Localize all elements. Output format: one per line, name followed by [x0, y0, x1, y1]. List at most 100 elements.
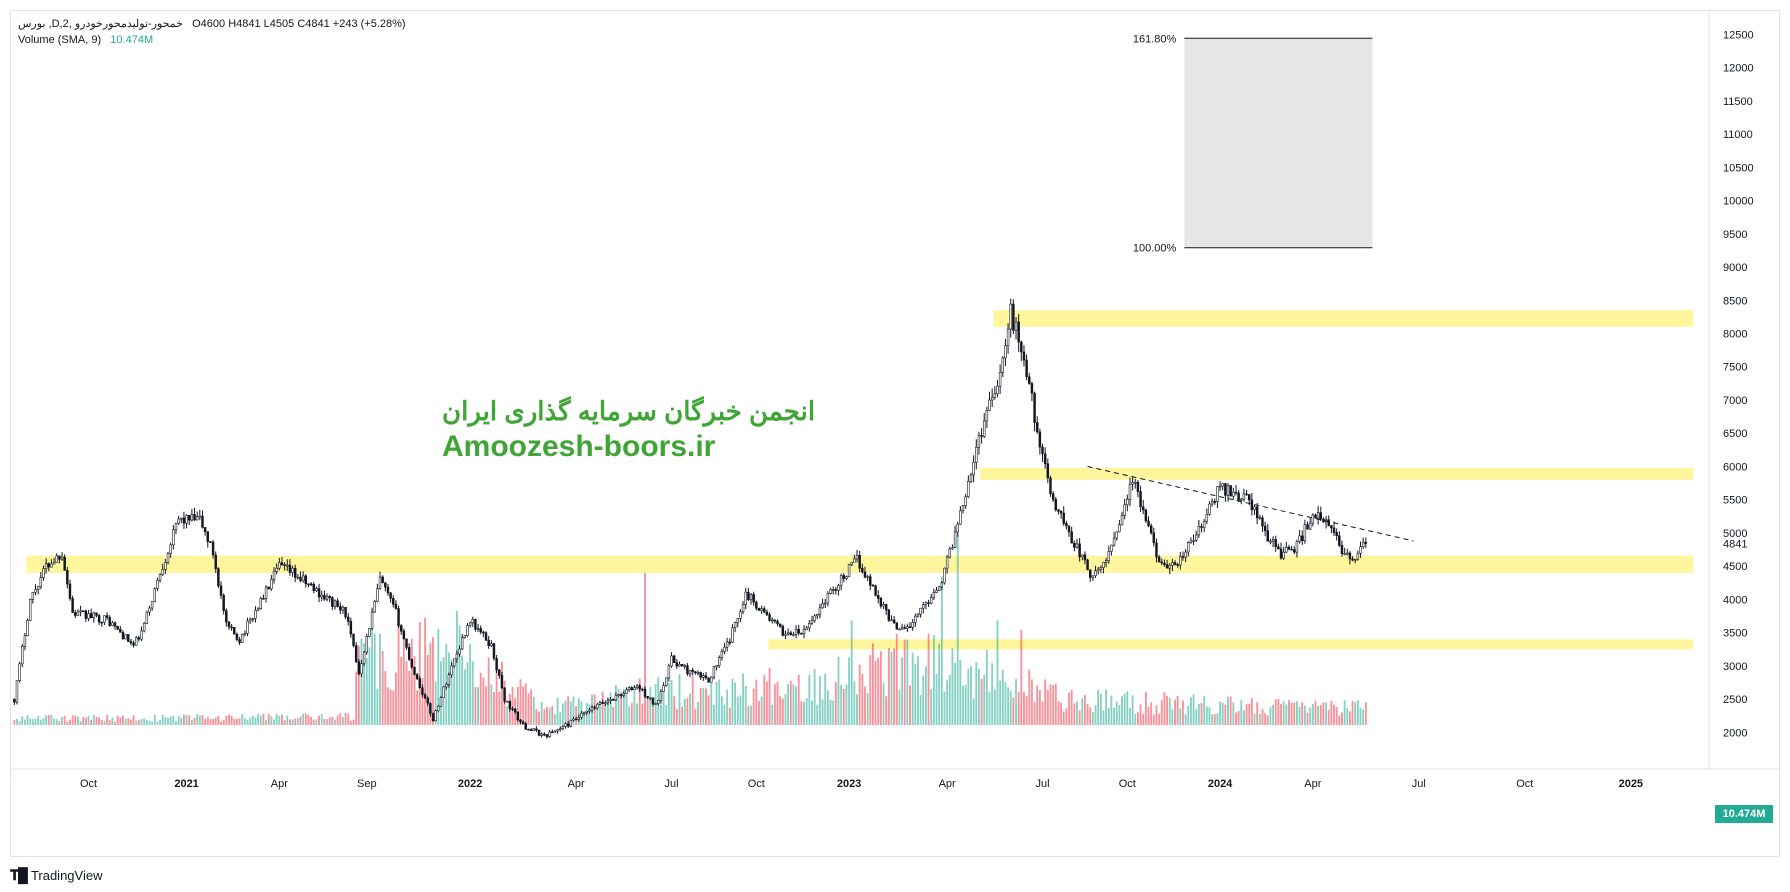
candle-body: [667, 665, 671, 679]
support-resistance-zone: [993, 310, 1694, 327]
candle-body: [1216, 486, 1219, 502]
last-price-label: 4841: [1723, 539, 1747, 551]
volume-bar: [1274, 699, 1277, 725]
candle-body: [23, 635, 27, 647]
tradingview-logo[interactable]: 𝐓█ TradingView: [10, 867, 102, 884]
candle-body: [1237, 492, 1240, 501]
candle-body: [630, 687, 634, 690]
volume-bar: [119, 717, 122, 725]
volume-bar: [1253, 713, 1256, 725]
candle-body: [346, 616, 350, 622]
candle-body: [1088, 569, 1092, 578]
volume-bar: [1348, 711, 1351, 725]
candle-body: [1356, 552, 1360, 560]
candle-body: [209, 541, 212, 543]
candle-body: [36, 586, 40, 590]
volume-bar: [1163, 692, 1166, 725]
candle-body: [543, 733, 546, 736]
volume-bar: [662, 687, 665, 725]
volume-bar: [42, 718, 45, 725]
price-tick-label: 6500: [1723, 428, 1747, 440]
chart-frame[interactable]: 2000 2500 3000 3500 4000 4500 5000 5500 6000 6500…: [10, 10, 1780, 857]
volume-bar: [1195, 709, 1198, 725]
volume-bar: [384, 670, 387, 725]
volume-bar: [718, 679, 721, 725]
volume-bar: [871, 643, 874, 725]
volume-bar: [26, 715, 29, 725]
candle-body: [100, 621, 104, 624]
volume-bar: [1168, 697, 1171, 725]
price-tick-label: 2500: [1723, 694, 1747, 706]
volume-bar: [302, 713, 305, 725]
volume-bar: [320, 713, 323, 725]
candle-body: [617, 694, 620, 696]
candlestick-chart[interactable]: 2000 2500 3000 3500 4000 4500 5000 5500 6000 6500…: [11, 11, 1779, 856]
volume-bar: [98, 717, 101, 725]
volume-bar: [225, 715, 228, 725]
volume-bar: [567, 696, 570, 725]
time-tick-label: Oct: [1119, 778, 1136, 790]
volume-bar: [1123, 693, 1126, 725]
volume-bar: [1303, 705, 1306, 725]
volume-bar: [1065, 708, 1068, 725]
volume-bar: [1001, 669, 1004, 725]
volume-bar: [402, 638, 405, 725]
volume-bar: [31, 719, 34, 725]
volume-bar: [842, 689, 845, 725]
volume-bar: [76, 716, 79, 725]
candle-body: [413, 666, 416, 675]
candle-body: [18, 663, 21, 681]
volume-bar: [283, 720, 286, 725]
candle-body: [537, 729, 541, 736]
volume-bar: [1325, 702, 1328, 725]
candle-body: [190, 514, 194, 521]
candle-body: [545, 734, 549, 737]
candle-body: [508, 700, 512, 709]
candle-body: [1073, 542, 1076, 548]
candle-body: [694, 671, 697, 674]
volume-bar: [954, 662, 957, 725]
volume-bar: [1176, 696, 1179, 725]
volume-bar: [228, 714, 230, 725]
candle-body: [368, 628, 371, 637]
candle-body: [201, 515, 204, 528]
candle-body: [42, 568, 45, 578]
candle-body: [982, 420, 986, 437]
volume-bar: [341, 716, 344, 725]
candle-body: [360, 663, 363, 675]
candle-body: [1179, 556, 1182, 566]
price-tick-label: 11000: [1723, 129, 1753, 141]
volume-bar: [116, 715, 119, 725]
candle-body: [1118, 524, 1121, 533]
candle-body: [1128, 483, 1132, 500]
candle-body: [556, 729, 559, 732]
candle-body: [988, 399, 991, 411]
candle-body: [691, 669, 694, 673]
candle-body: [1149, 525, 1153, 534]
candle-body: [1327, 519, 1330, 526]
candle-body: [535, 728, 538, 731]
candle-body: [1020, 341, 1023, 353]
volume-indicator-label[interactable]: Volume (SMA, 9): [18, 34, 102, 46]
candle-body: [148, 607, 151, 613]
candle-body: [1253, 506, 1256, 511]
volume-bar: [1030, 679, 1033, 725]
candle-body: [529, 729, 533, 731]
volume-bar: [1057, 701, 1060, 725]
volume-bar: [1200, 703, 1203, 725]
volume-bar: [940, 576, 943, 725]
candle-body: [826, 593, 830, 604]
volume-bar: [938, 643, 941, 725]
candle-body: [301, 575, 305, 582]
volume-bar: [180, 717, 183, 725]
volume-bar: [108, 720, 111, 725]
volume-bar: [1004, 681, 1007, 725]
symbol-name[interactable]: بورس ,D,خمحور-تولیدمحورخودرو ,2: [18, 18, 183, 30]
volume-bar: [659, 704, 662, 725]
candle-body: [662, 685, 665, 692]
candle-body: [773, 619, 777, 622]
candle-body: [1099, 567, 1103, 570]
candle-body: [823, 602, 827, 605]
volume-bar: [74, 715, 77, 725]
candle-body: [339, 606, 342, 611]
